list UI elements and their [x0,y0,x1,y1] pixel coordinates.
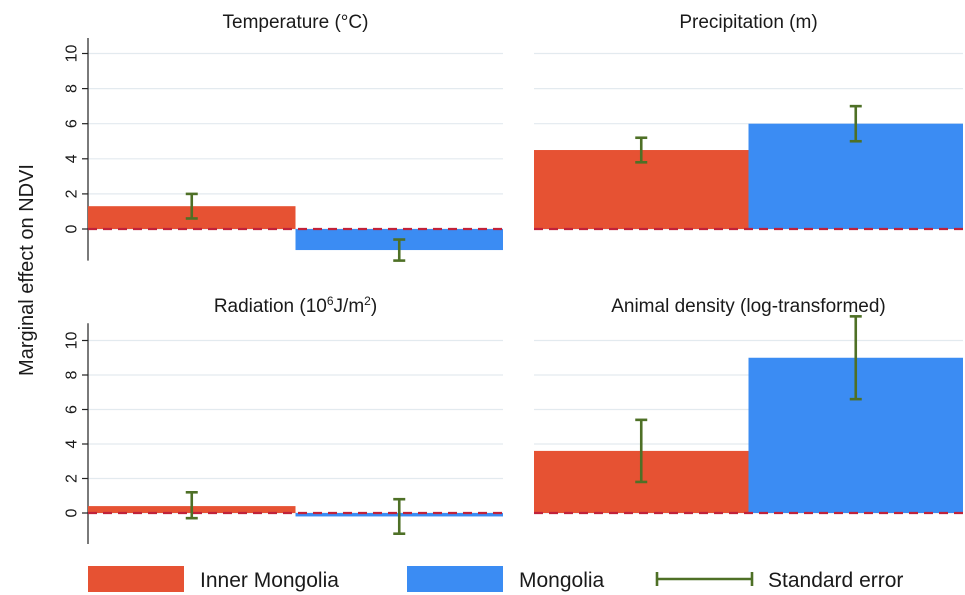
y-tick-label-0: 0 [64,508,81,517]
error-bar-inner-mongolia [635,136,648,164]
y-tick-label-4: 4 [64,439,81,448]
y-tick-label-2: 2 [64,189,81,198]
panel-title: Animal density (log-transformed) [611,296,886,317]
y-tick-label-6: 6 [64,119,81,128]
y-axis-label: Marginal effect on NDVI [16,164,38,376]
legend: Inner Mongolia Mongolia Standard error [88,566,903,592]
error-bar-inner-mongolia [185,490,198,520]
error-bar-inner-mongolia [635,418,648,484]
panel-animal-density-log-transformed: Animal density (log-transformed) [534,296,963,515]
legend-swatch-mongolia [407,566,503,592]
y-tick-label-10: 10 [64,332,81,350]
panels-group: 0 2 4 6 8 10 Temperature (°C) Precipitation (m)… [64,12,963,545]
legend-swatch-inner-mongolia [88,566,184,592]
error-bar-mongolia [849,104,862,143]
panel-temperature-c: 0 2 4 6 8 10 Temperature (°C) [64,12,503,262]
legend-error-bar-symbol [655,572,754,586]
y-tick-label-4: 4 [64,154,81,163]
panel-radiation-10-6-j-m-2: 0 2 4 6 8 10 Radiation (106J/m2) [64,294,503,545]
legend-label-mongolia: Mongolia [519,569,605,592]
panel-title: Radiation (106J/m2) [214,294,377,317]
y-tick-label-6: 6 [64,405,81,414]
y-tick-label-10: 10 [64,45,81,63]
error-bar-mongolia [393,497,406,536]
panel-title: Precipitation (m) [679,12,817,33]
panel-precipitation-m: Precipitation (m) [534,12,963,231]
legend-label-inner-mongolia: Inner Mongolia [200,569,339,592]
error-bar-mongolia [393,238,406,262]
y-tick-label-8: 8 [64,84,81,93]
error-bar-mongolia [849,315,862,401]
legend-label-standard-error: Standard error [768,569,903,592]
y-tick-label-8: 8 [64,370,81,379]
y-tick-label-0: 0 [64,224,81,233]
panel-title: Temperature (°C) [223,12,369,33]
y-tick-label-2: 2 [64,474,81,483]
error-bar-inner-mongolia [185,192,198,220]
